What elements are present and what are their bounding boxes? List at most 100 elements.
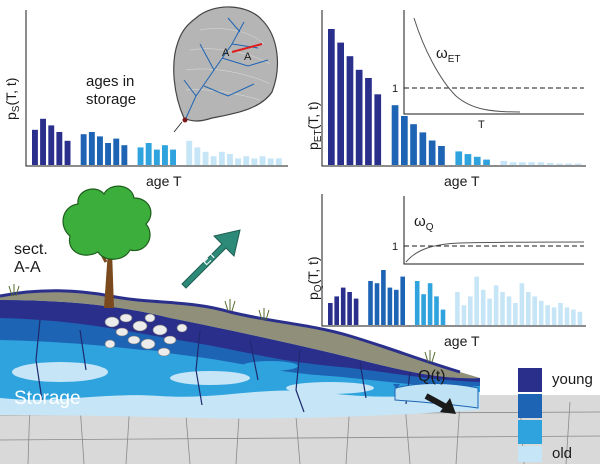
discharge-bar: [532, 296, 537, 325]
discharge-bar: [493, 285, 499, 325]
et-inset-curve: [413, 17, 521, 113]
legend-swatch-midyoung: [518, 394, 542, 418]
discharge-bar: [400, 276, 405, 325]
catchment-map: A A: [173, 6, 279, 133]
et-inset-ytick: 1: [392, 83, 398, 95]
storage-bar: [243, 156, 250, 165]
evapotranspiration-bar: [328, 29, 335, 165]
discharge-label: Q(t): [418, 368, 446, 385]
evapotranspiration-bar: [509, 162, 517, 165]
discharge-bar: [347, 292, 352, 325]
discharge-arrow-head: [440, 398, 456, 414]
stones: [104, 313, 188, 357]
stream: [394, 383, 479, 409]
storage-annotation-line1: ages in: [86, 73, 134, 90]
storage-bar: [113, 138, 120, 165]
section-title-line2: A-A: [14, 259, 41, 276]
discharge-bar: [513, 303, 518, 325]
evapotranspiration-bar: [438, 146, 445, 165]
outlet-point: [182, 117, 188, 123]
et-ylabel: pET(T, t): [305, 101, 324, 150]
outlet-pointer: [173, 121, 183, 133]
storage-xlabel: age T: [146, 173, 182, 189]
storage-bar: [145, 143, 152, 165]
evapotranspiration-bar: [410, 124, 417, 165]
discharge-bar: [474, 276, 479, 325]
water-level-marker: [393, 384, 400, 389]
grass-tufts: [8, 284, 436, 363]
discharge-bar: [545, 305, 550, 325]
storage-bar: [162, 145, 168, 165]
et-xlabel: age T: [444, 173, 480, 189]
storage-bar: [40, 118, 46, 165]
discharge-bar: [455, 292, 460, 325]
discharge-bar: [558, 303, 563, 325]
section-label-left: A: [222, 47, 230, 59]
storage-bar: [88, 132, 95, 165]
storage-lenses: [12, 350, 374, 394]
storage-ylabel: pS(T, t): [3, 78, 22, 120]
storage-bar: [170, 149, 176, 165]
et-age-panel: pET(T, t) age T 1 T ωET: [305, 10, 586, 189]
legend-swatch-young: [518, 368, 542, 392]
q-bars: [328, 270, 583, 325]
q-age-panel: pQ(T, t) age T 1 ωQ: [305, 194, 586, 349]
legend-swatch-old: [518, 446, 542, 462]
storage-bar: [153, 149, 160, 165]
discharge-bar: [368, 281, 373, 325]
et-inset-label: ωET: [436, 45, 461, 65]
discharge-bar: [328, 303, 333, 325]
discharge-bar: [387, 287, 393, 325]
discharge-bar: [421, 294, 426, 325]
evapotranspiration-bar: [473, 156, 481, 165]
discharge-bar: [374, 283, 380, 325]
discharge-bar: [577, 311, 583, 325]
storage-bar: [137, 147, 144, 165]
discharge-bar: [506, 296, 512, 325]
storage-bar: [235, 158, 241, 165]
legend-swatch-midold: [518, 420, 542, 444]
evapotranspiration-bar: [374, 94, 382, 165]
storage-bar: [48, 125, 55, 165]
storage-bar: [32, 129, 38, 165]
storage-annotation-line2: storage: [86, 91, 136, 108]
storage-bar: [194, 147, 201, 165]
surface-water-line: [0, 289, 461, 374]
tree-crown: [62, 185, 152, 260]
et-inset-xlabel: T: [478, 119, 485, 131]
et-inset: 1 T ωET: [392, 10, 584, 131]
discharge-bar: [427, 283, 433, 325]
q-xlabel: age T: [444, 333, 480, 349]
discharge-bar: [571, 309, 576, 325]
storage-bar: [121, 145, 128, 165]
discharge-bar: [334, 296, 339, 325]
evapotranspiration-bar: [528, 162, 535, 165]
discharge-bar: [551, 307, 557, 325]
evapotranspiration-bar: [556, 163, 563, 165]
evapotranspiration-bar: [519, 162, 526, 165]
evapotranspiration-bar: [500, 160, 508, 165]
evapotranspiration-bar: [483, 159, 490, 165]
catchment-outline: [173, 6, 279, 122]
storage-bar: [267, 158, 274, 165]
storage-bar: [105, 143, 111, 165]
evapotranspiration-bar: [365, 78, 372, 165]
q-ylabel: pQ(T, t): [305, 256, 324, 300]
discharge-bar: [340, 287, 346, 325]
evapotranspiration-bar: [574, 163, 582, 165]
evapotranspiration-bar: [455, 151, 463, 165]
evapotranspiration-bar: [537, 162, 545, 165]
soil-layer: [0, 290, 480, 379]
q-inset-label: ωQ: [414, 213, 434, 233]
storage-age-panel: pS(T, t) age T ages in storage: [3, 10, 288, 189]
storage-bar: [218, 151, 225, 165]
evapotranspiration-bar: [355, 69, 363, 165]
q-inset-axes: [403, 196, 584, 265]
evapotranspiration-bar: [391, 105, 399, 165]
storage-axes: [25, 10, 288, 167]
discharge-bar: [538, 300, 544, 325]
evapotranspiration-bar: [464, 154, 472, 165]
discharge-bar: [394, 289, 399, 325]
storage-label: Storage: [14, 388, 81, 409]
